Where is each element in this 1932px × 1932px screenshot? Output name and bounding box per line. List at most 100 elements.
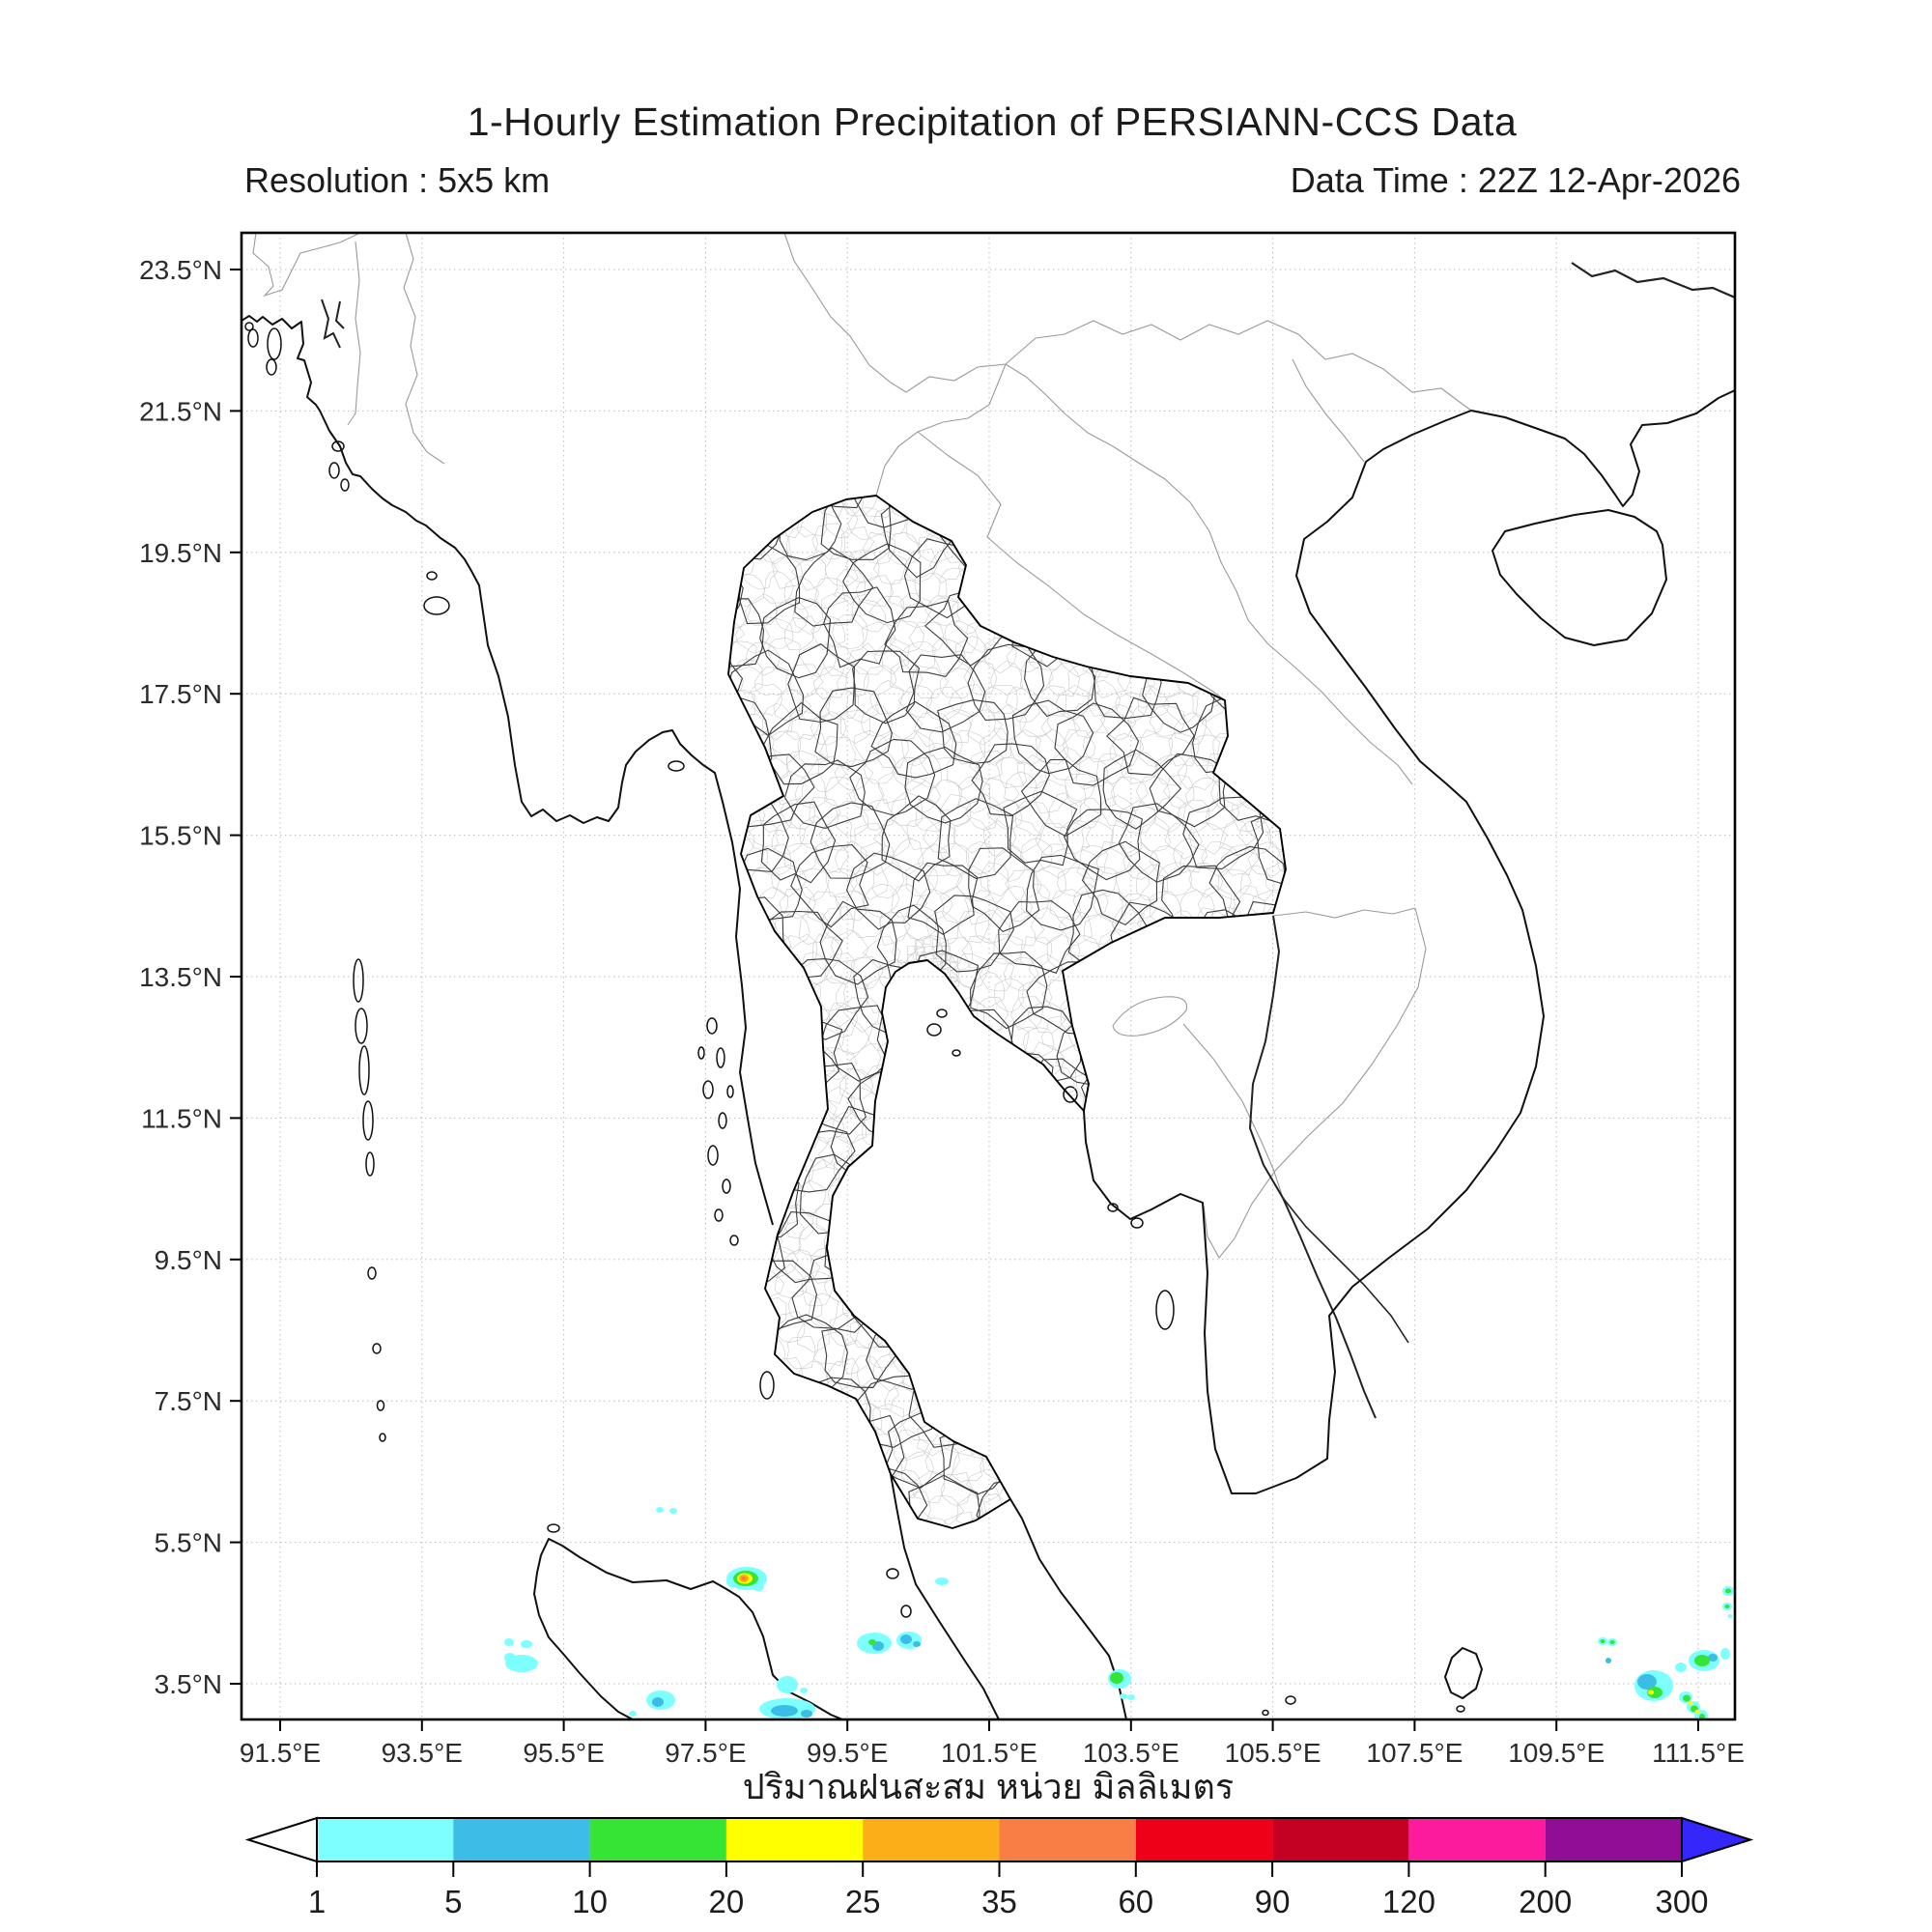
colorbar-segment <box>863 1818 1000 1861</box>
admin-cell <box>860 841 895 876</box>
precip-cell-level-1 <box>1727 1614 1733 1618</box>
admin-cell <box>963 661 998 696</box>
admin-cell <box>1040 710 1081 747</box>
colorbar-tick-label: 200 <box>1519 1884 1572 1919</box>
admin-cell <box>841 496 878 517</box>
map-background <box>242 233 1735 1719</box>
border-vietnam-cambodia <box>1203 907 1427 1259</box>
admin-cell <box>872 1353 906 1391</box>
admin-cell <box>728 640 757 670</box>
admin-cell <box>1058 911 1093 947</box>
mekong-river-cambodia <box>1248 915 1377 1419</box>
border-bangladesh-myanmar <box>347 241 361 426</box>
admin-cell <box>1020 659 1054 696</box>
admin-cell <box>964 889 998 925</box>
admin-cell <box>849 864 889 900</box>
admin-cell <box>967 709 1003 746</box>
admin-cell <box>825 867 858 898</box>
admin-cell <box>914 573 948 607</box>
colorbar-tick-label: 90 <box>1255 1884 1291 1919</box>
admin-cell <box>839 526 875 559</box>
admin-cell <box>868 595 905 628</box>
admin-cell <box>944 620 979 654</box>
admin-cell <box>1020 758 1102 838</box>
admin-cell <box>848 778 885 811</box>
admin-cell <box>810 802 891 879</box>
admin-cell <box>1030 907 1066 945</box>
admin-cell <box>768 730 801 766</box>
admin-cell <box>799 815 834 852</box>
admin-cell <box>1019 704 1053 737</box>
admin-cell <box>774 911 810 950</box>
admin-cell <box>780 798 816 830</box>
admin-cell <box>986 799 1022 831</box>
admin-cell <box>1095 753 1131 785</box>
admin-cell <box>1048 662 1080 697</box>
admin-cell <box>924 1443 960 1479</box>
admin-cell <box>800 643 838 677</box>
precip-cell-level-1 <box>521 1640 532 1648</box>
admin-cell <box>1057 867 1096 897</box>
admin-cell <box>957 910 990 944</box>
admin-cell <box>728 793 789 873</box>
admin-cell <box>837 1018 870 1055</box>
colorbar-segment <box>725 1818 864 1861</box>
page-title: 1-Hourly Estimation Precipitation of PER… <box>468 99 1518 144</box>
admin-cell <box>917 843 954 877</box>
coast-vietnam-cambodia <box>1083 410 1545 1494</box>
x-tick-label: 105.5°E <box>1225 1738 1321 1768</box>
admin-cell <box>1206 796 1239 831</box>
admin-cell <box>853 729 890 763</box>
y-tick-label: 3.5°N <box>155 1669 222 1699</box>
admin-cell <box>1178 799 1210 834</box>
admin-cell <box>1026 854 1099 931</box>
admin-cell <box>864 751 897 784</box>
admin-cell <box>1049 889 1082 923</box>
admin-cell <box>824 952 856 984</box>
admin-cell <box>904 746 983 824</box>
colorbar-tick-label: 60 <box>1118 1884 1153 1919</box>
admin-cell <box>966 841 995 874</box>
admin-cell <box>990 661 1023 696</box>
admin-cell <box>728 615 746 650</box>
colorbar-segment <box>1135 1818 1273 1861</box>
precip-cell-level-3 <box>1699 1714 1705 1719</box>
y-tick-label: 5.5°N <box>155 1528 222 1558</box>
admin-cell <box>1009 728 1043 767</box>
x-tick-label: 95.5°E <box>523 1738 604 1768</box>
admin-cell <box>1058 819 1092 855</box>
coast-sumatra <box>533 1538 843 1719</box>
admin-cell <box>728 597 765 668</box>
admin-cell <box>835 980 869 1013</box>
admin-cell <box>1083 730 1118 762</box>
admin-cell <box>847 642 884 675</box>
admin-cell <box>814 838 850 873</box>
precip-cell-level-3 <box>868 1639 876 1645</box>
precip-cell-level-1 <box>504 1638 514 1646</box>
admin-cell <box>1110 777 1149 812</box>
admin-cell <box>902 904 938 941</box>
admin-cell <box>914 711 952 748</box>
admin-cell <box>1005 867 1042 901</box>
colorbar-tick-label: 5 <box>444 1884 462 1919</box>
precip-cell-level-2 <box>771 1705 798 1717</box>
admin-cell <box>872 863 904 898</box>
colorbar-tick-label: 300 <box>1655 1884 1708 1919</box>
admin-cell <box>1276 844 1286 879</box>
admin-cell <box>928 724 963 759</box>
admin-cell <box>1073 702 1106 739</box>
admin-cell <box>797 732 828 766</box>
thailand-border <box>727 495 1287 1529</box>
admin-cell <box>994 978 1025 1013</box>
admin-cell <box>1162 692 1199 725</box>
admin-cell <box>937 798 1014 879</box>
colorbar-tick-label: 10 <box>572 1884 608 1919</box>
admin-cell <box>1081 840 1160 926</box>
admin-cell <box>927 779 963 812</box>
admin-cell <box>775 1263 808 1298</box>
admin-cell <box>841 1339 871 1376</box>
admin-cell <box>845 852 931 930</box>
border-myanmar-india <box>403 233 445 465</box>
colorbar-segment <box>453 1818 590 1861</box>
x-tick-label: 93.5°E <box>382 1738 463 1768</box>
